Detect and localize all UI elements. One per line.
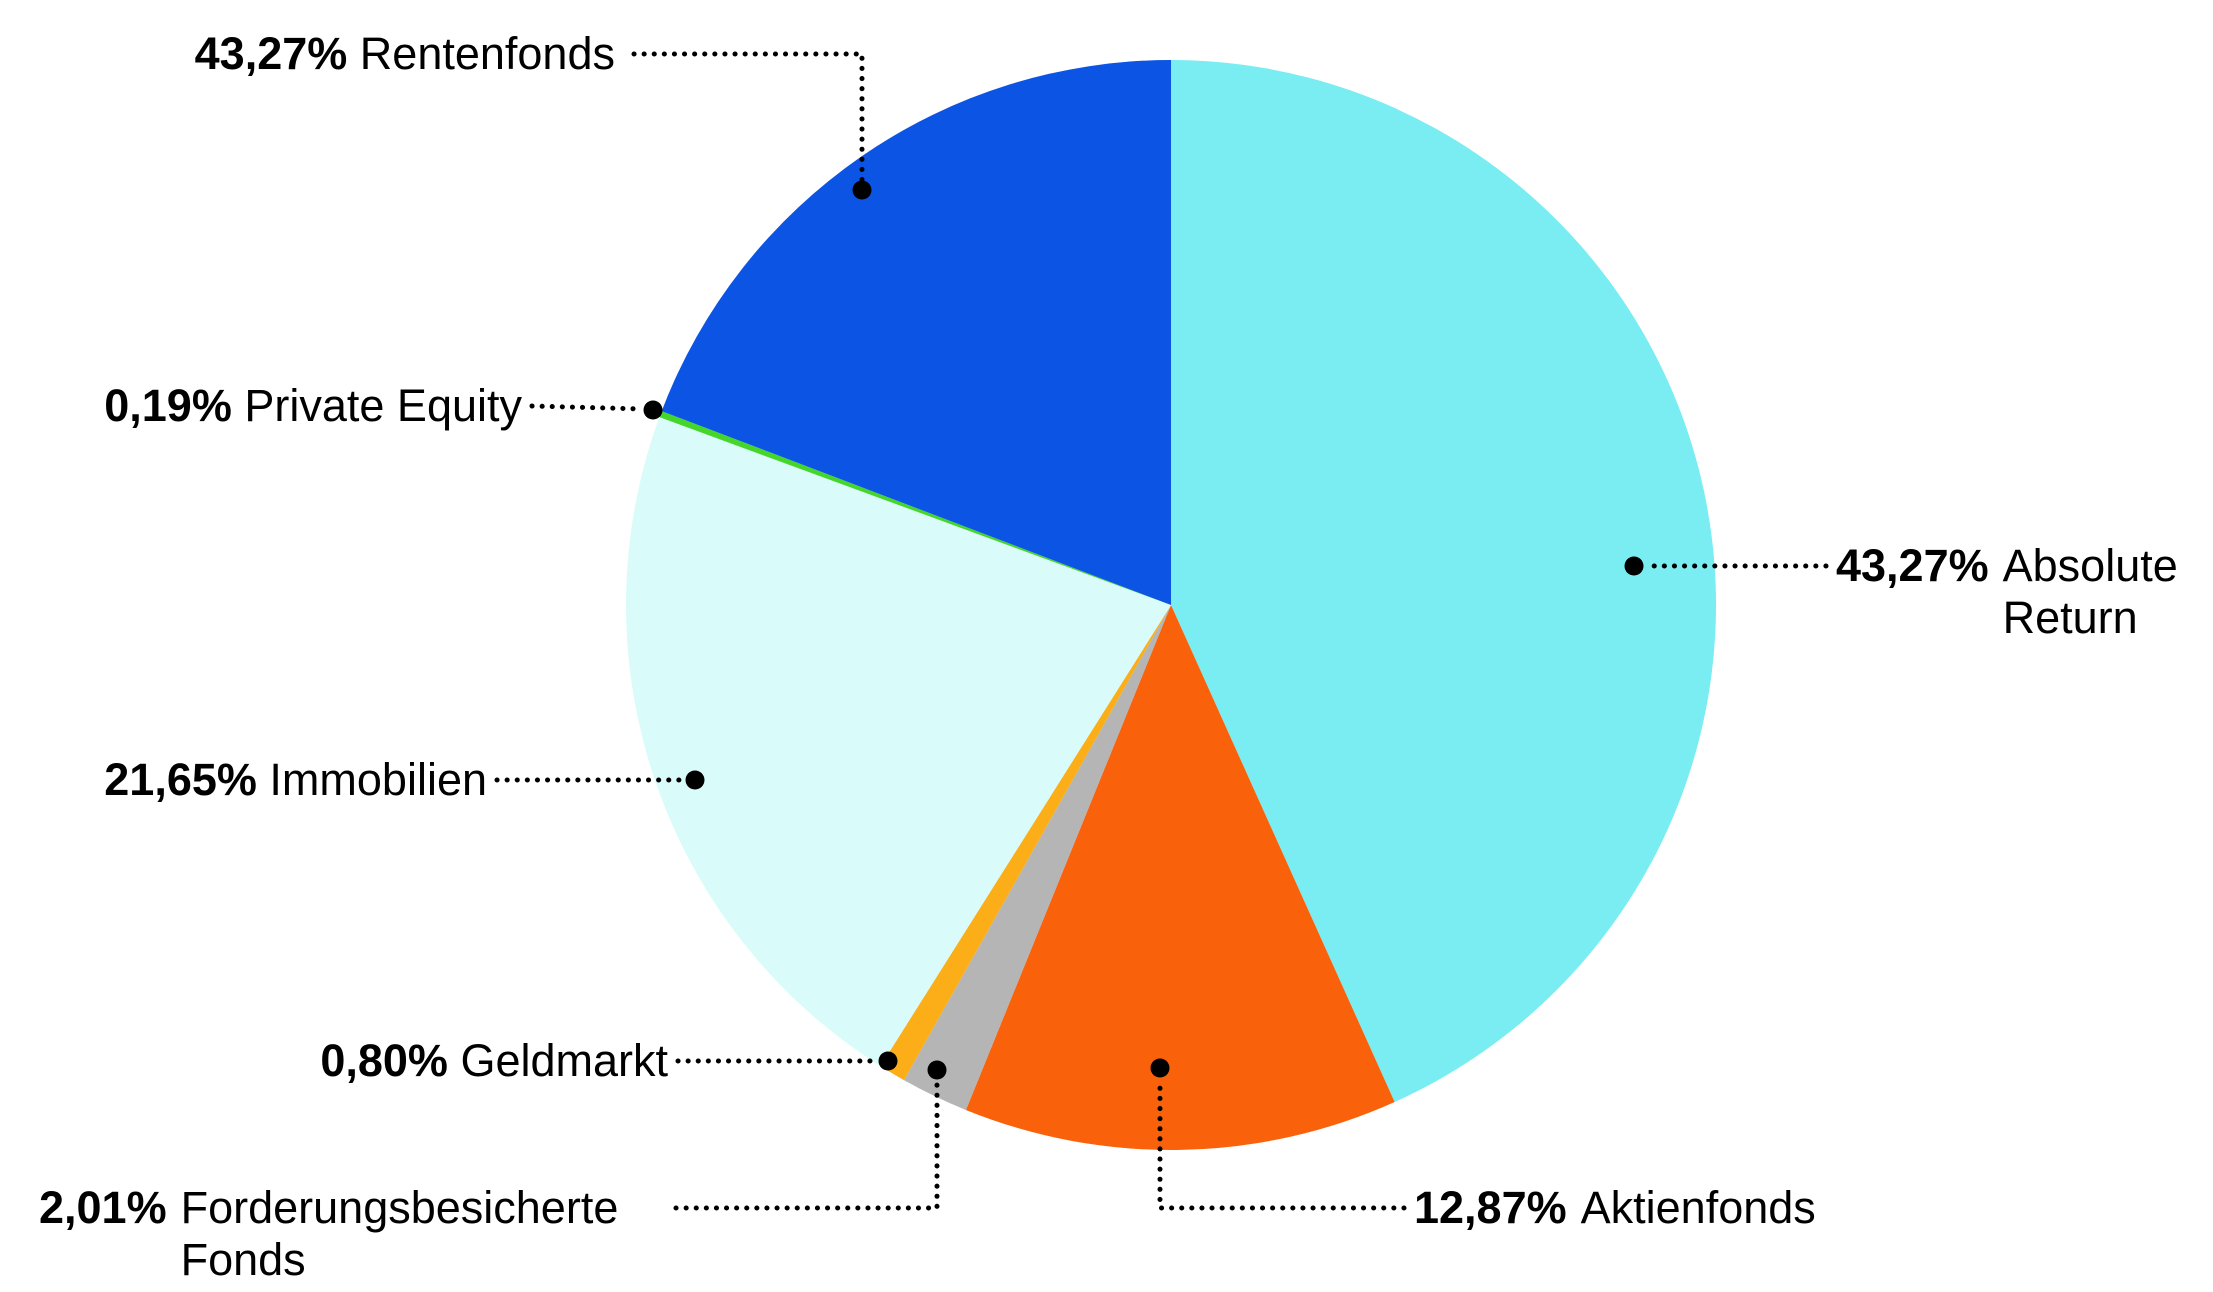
label-aktienfonds-name: Aktienfonds [1580, 1182, 1816, 1233]
label-forderungsbesicherte-fonds-percent: 2,01% [39, 1182, 167, 1233]
label-aktienfonds-percent: 12,87% [1414, 1182, 1567, 1233]
label-absolute-return: 43,27% Absolute Return [1836, 540, 2213, 644]
leader-dot-rentenfonds [852, 180, 872, 200]
pie-slice-immobilien [626, 417, 1171, 1067]
label-immobilien-name: Immobilien [269, 754, 487, 805]
leader-line-private-equity [529, 403, 646, 412]
label-immobilien: 21,65% Immobilien [104, 754, 487, 806]
label-forderungsbesicherte-fonds: 2,01% Forderungsbesicherte Fonds [39, 1182, 651, 1286]
leader-dot-forderungsbesicherte-fonds [927, 1060, 947, 1080]
leader-dot-absolute-return [1624, 556, 1644, 576]
leader-dot-private-equity [643, 400, 663, 420]
pie-slice-rentenfonds [661, 60, 1171, 605]
pie-slice-geldmarkt [880, 605, 1171, 1081]
label-private-equity: 0,19% Private Equity [104, 380, 522, 432]
leader-line-forderungsbesicherte-fonds [673, 1078, 940, 1211]
label-private-equity-percent: 0,19% [104, 380, 232, 431]
leader-dot-geldmarkt [878, 1051, 898, 1071]
label-private-equity-name: Private Equity [244, 380, 522, 431]
label-immobilien-percent: 21,65% [104, 754, 257, 805]
pie-slice-aktienfonds [965, 605, 1395, 1151]
label-rentenfonds-percent: 43,27% [194, 28, 348, 79]
pie-slice-forderungsbesicherte-fonds [903, 605, 1171, 1110]
label-rentenfonds: 43,27% Rentenfonds [195, 28, 615, 80]
label-geldmarkt-name: Geldmarkt [460, 1035, 668, 1086]
leader-dot-immobilien [685, 770, 705, 790]
label-absolute-return-name: Absolute Return [2002, 540, 2178, 643]
leader-dot-aktienfonds [1150, 1058, 1170, 1078]
label-rentenfonds-name: Rentenfonds [359, 28, 615, 79]
leader-line-rentenfonds [631, 51, 865, 184]
pie-slice-absolute-return [1171, 60, 1717, 1102]
label-aktienfonds: 12,87% Aktienfonds [1414, 1182, 1816, 1234]
pie-slice-private-equity [659, 411, 1171, 605]
label-geldmarkt-percent: 0,80% [320, 1035, 448, 1086]
label-absolute-return-percent: 43,27% [1836, 540, 1989, 591]
leader-line-aktienfonds [1157, 1076, 1407, 1211]
label-forderungsbesicherte-fonds-name: Forderungsbesicherte Fonds [180, 1182, 619, 1285]
label-geldmarkt: 0,80% Geldmarkt [320, 1035, 668, 1087]
